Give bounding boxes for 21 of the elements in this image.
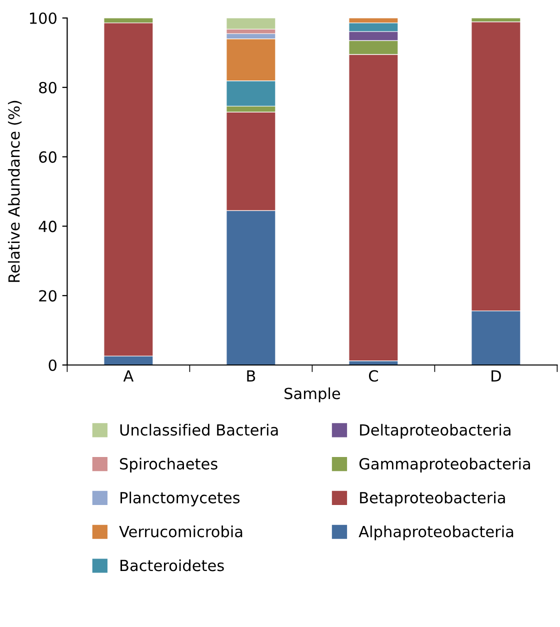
legend-label: Planctomycetes [120, 492, 240, 506]
y-tick-label: 20 [39, 290, 56, 302]
x-axis-title: Sample [284, 387, 340, 402]
legend-label: Betaproteobacteria [360, 492, 505, 506]
legend-label: Deltaproteobacteria [360, 424, 510, 439]
y-tick-label: 100 [30, 12, 56, 24]
y-tick-label: 0 [48, 359, 56, 372]
legend-label: Spirochaetes [120, 458, 218, 473]
x-tick-label: A [123, 370, 134, 382]
y-tick-label: 60 [39, 151, 56, 163]
y-tick-label: 80 [39, 82, 56, 94]
y-tick-label: 40 [38, 220, 56, 232]
x-tick-label: B [247, 370, 256, 382]
legend-label: Gammaproteobacteria [359, 458, 530, 473]
x-tick-label: C [368, 370, 378, 382]
legend-label: Unclassified Bacteria [120, 424, 278, 436]
x-tick-label: D [492, 370, 501, 382]
legend-label: Alphaproteobacteria [358, 526, 514, 540]
legend-label: Bacteroidetes [120, 559, 224, 572]
y-axis-title: Relative Abundance (%) [8, 100, 22, 282]
legend-label: Verrucomicrobia [119, 526, 242, 538]
